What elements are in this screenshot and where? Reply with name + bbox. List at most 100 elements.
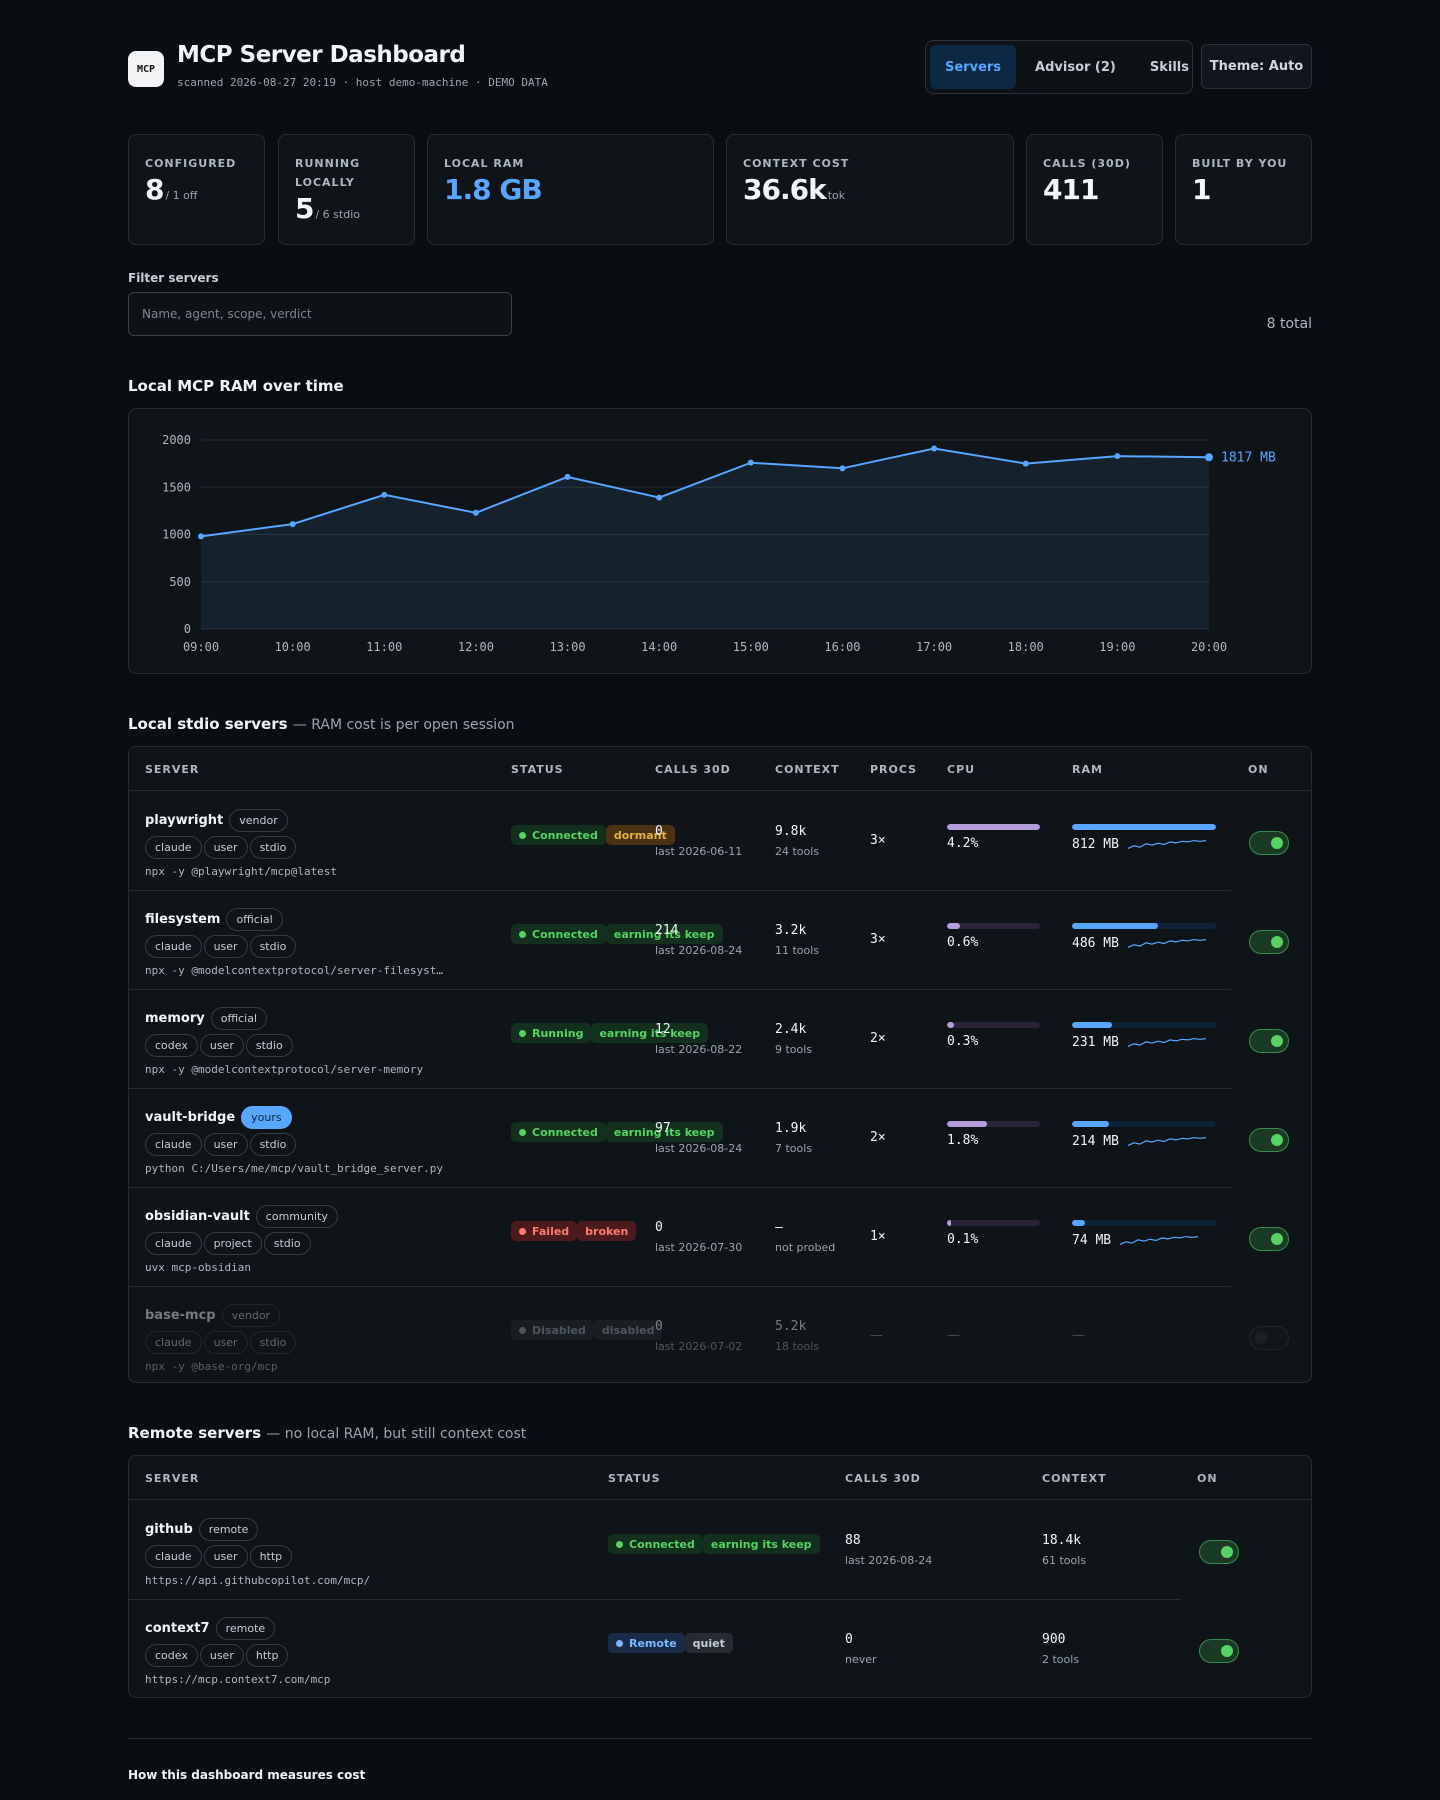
scope-tag: stdio [249,935,297,958]
tab-servers[interactable]: Servers [930,45,1017,89]
scope-tag: stdio [245,1034,293,1057]
footer-divider [128,1738,1312,1739]
source-tag: vendor [221,1304,281,1327]
ram-readout: 74 MB [1072,1232,1216,1248]
x-tick-label: 18:00 [1008,640,1044,654]
verdict-badge: earning its keep [591,1023,709,1043]
server-name[interactable]: playwright [145,813,224,828]
scope-tag: http [249,1545,293,1568]
ram-value: 74 MB [1072,1232,1112,1248]
server-tags: claude user stdio [145,836,337,861]
enable-toggle[interactable] [1249,1128,1289,1152]
x-tick-label: 10:00 [275,640,311,654]
verdict-badge: earning its keep [605,1122,723,1142]
ram-readout: 214 MB [1072,1133,1216,1149]
stat-value: 36.6k tok [743,173,846,206]
enable-toggle[interactable] [1199,1639,1239,1663]
scope-tag: project [203,1232,262,1255]
server-heading: playwright vendor [145,808,337,833]
filter-input[interactable] [128,292,512,336]
x-tick-label: 17:00 [916,640,952,654]
ram-cell: 231 MB [1072,1022,1216,1050]
x-tick-label: 16:00 [824,640,860,654]
calls-value: 97 [655,1121,671,1136]
ram-chart: 0 500 1000 1500 2000 09:00 10:00 11:00 12:00 13:0… [162,433,1276,654]
context-value: — [775,1220,783,1235]
server-name[interactable]: filesystem [145,912,221,927]
x-tick-label: 13:00 [549,640,585,654]
verdict-badge: disabled [593,1320,663,1340]
scope-tag: user [203,935,248,958]
enable-toggle[interactable] [1199,1540,1239,1564]
cpu-bar [947,1121,1040,1127]
calls: 97 last 2026-08-24 [655,1121,742,1155]
local-servers-table: SERVER STATUS CALLS 30D CONTEXT PROCS CP… [128,746,1312,1383]
data-point [839,465,846,472]
context: 5.2k 18 tools [775,1319,819,1353]
x-tick-label: 15:00 [733,640,769,654]
enable-toggle-cell [1199,1540,1239,1564]
ram-bar-fill [1072,923,1159,929]
calls: 0 last 2026-07-30 [655,1220,742,1254]
procs-value: 3× [870,833,886,848]
col-server: SERVER [145,1472,200,1485]
theme-button[interactable]: Theme: Auto [1201,44,1312,89]
enable-toggle-cell [1249,1326,1289,1350]
enable-toggle[interactable] [1249,1326,1289,1350]
source-tag: remote [198,1518,259,1541]
enable-toggle[interactable] [1249,831,1289,855]
chart-title: Local MCP RAM over time [128,377,344,395]
col-server: SERVER [145,763,200,776]
row-divider [129,1599,1181,1600]
row-divider [129,1088,1231,1089]
enable-toggle[interactable] [1249,1029,1289,1053]
scan-info: scanned 2026-08-27 20:19 · host demo-mac… [177,76,548,89]
context: 3.2k 11 tools [775,923,819,957]
server-command: https://api.githubcopilot.com/mcp/ [145,1574,371,1587]
cost-explainer-link[interactable]: How this dashboard measures cost [128,1768,366,1782]
context-value: 18.4k [1042,1533,1082,1548]
cpu-cell: — [947,1328,960,1343]
context: 18.4k 61 tools [1042,1533,1086,1567]
procs-cell: — [870,1328,883,1343]
status-badge: Running [511,1023,592,1043]
calls-value: 12 [655,1022,671,1037]
server-cell: memory official codex user stdio npx -y @mode… [145,1006,423,1076]
procs-cell: 1× [870,1229,886,1244]
server-name[interactable]: context7 [145,1621,210,1636]
server-command: npx -y @base-org/mcp [145,1360,278,1373]
scope-tag: user [199,1034,244,1057]
data-point [289,521,296,528]
server-name[interactable]: obsidian-vault [145,1209,250,1224]
data-point [381,491,388,498]
cpu-value: — [947,1328,960,1343]
status-badge: Failed [511,1221,578,1241]
sparkline-path [1127,839,1207,849]
col-cpu: CPU [947,763,976,776]
data-point [198,533,204,540]
status-cell: Connected earning its keep [511,918,723,944]
server-name[interactable]: base-mcp [145,1308,216,1323]
server-name[interactable]: github [145,1522,193,1537]
enable-toggle[interactable] [1249,930,1289,954]
tab-skills[interactable]: Skills [1149,59,1189,75]
data-point [656,494,663,501]
server-name[interactable]: memory [145,1011,205,1026]
context-detail: 2 tools [1042,1653,1080,1666]
ram-bar-fill [1072,1121,1110,1127]
server-name[interactable]: vault-bridge [145,1110,236,1125]
status-text: Running [532,1026,584,1040]
status-badge: Connected [608,1534,703,1554]
remote-section-title: Remote servers — no local RAM, but still… [128,1424,527,1442]
server-tags: claude user stdio [145,1133,443,1158]
enable-toggle[interactable] [1249,1227,1289,1251]
verdict-badge: earning its keep [702,1534,820,1554]
tab-advisor[interactable]: Advisor (2) [1035,59,1116,75]
status-dot-icon [616,1540,623,1548]
status-cell: Failed broken [511,1215,637,1241]
scope-tag: claude [145,836,202,859]
stat-label: LOCAL RAM [444,157,525,170]
server-command: npx -y @modelcontextprotocol/server-memo… [145,1063,424,1076]
status-badge: Remote [608,1633,685,1653]
server-tags: claude user stdio [145,935,443,960]
